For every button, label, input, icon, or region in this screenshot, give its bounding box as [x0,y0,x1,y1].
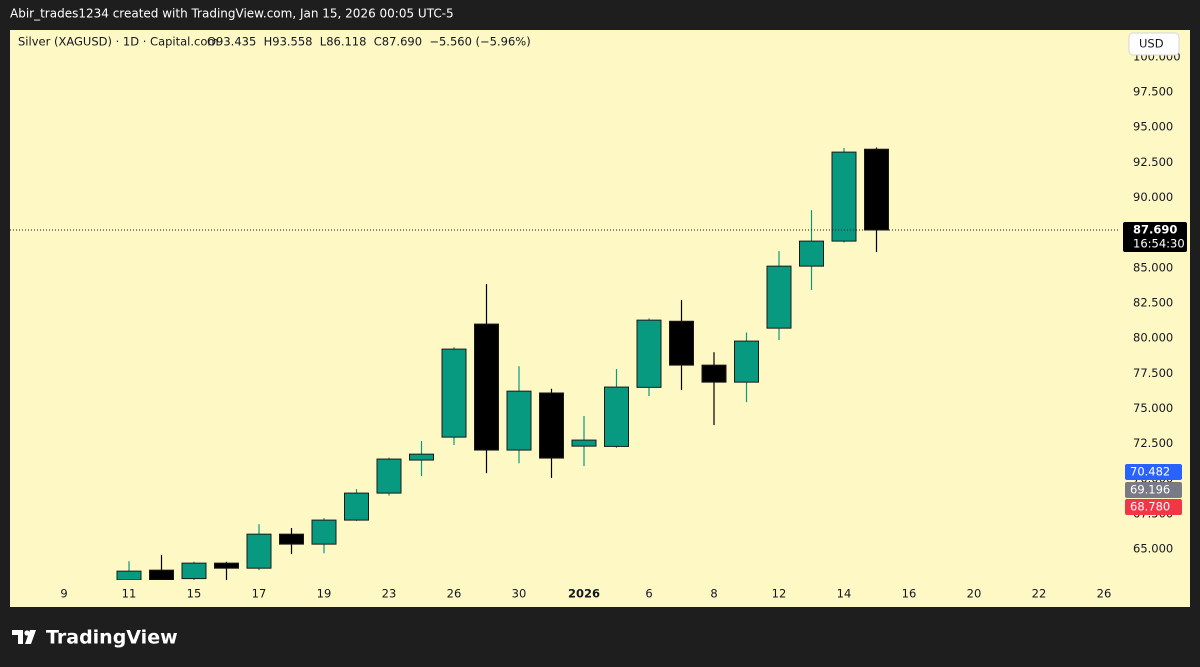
candle-body [701,364,727,383]
candle-body [116,570,142,580]
candle-body [636,319,662,388]
candle-body [831,151,857,242]
y-tick-label: 75.000 [1133,401,1173,415]
candle-body [474,323,499,451]
y-tick-label: 80.000 [1133,331,1173,345]
y-tick-label: 90.000 [1133,190,1173,204]
candle-body [246,533,272,569]
plot-area [116,147,889,580]
last-price-label: 87.690 [1133,223,1177,237]
y-tick-label: 92.500 [1133,155,1173,169]
countdown: 16:54:30 [1133,237,1185,251]
candle-body [214,562,239,569]
x-tick-label: 26 [1097,587,1112,601]
y-tick-label: 95.000 [1133,120,1173,134]
y-tick-label: 97.500 [1133,85,1173,99]
legend-symbol: Silver (XAGUSD) · 1D · Capital.com [18,35,219,49]
candle-body [766,265,792,329]
candle-body [506,390,532,451]
x-tick-label: 11 [122,587,137,601]
price-tag [1125,463,1182,480]
x-tick-label: 8 [710,587,717,601]
candle-body [799,240,824,267]
candle-body [571,439,597,447]
x-tick-label: 15 [187,587,202,601]
candle-body [149,569,174,580]
y-tick-label: 65.000 [1133,542,1173,556]
currency-button[interactable] [1128,32,1180,56]
last-price-tag [1123,222,1187,253]
legend-ohlc: O93.435 H93.558 L86.118 C87.690 −5.560 (… [207,35,531,49]
price-tag [1125,499,1182,516]
price-tag [1125,482,1182,499]
candle-body [181,562,207,580]
chart-panel [10,30,1190,607]
candle-body [311,519,337,545]
candle-body [539,392,564,459]
y-tick-label: 77.500 [1133,366,1173,380]
x-tick-label: 9 [60,587,67,601]
x-tick-label: 16 [902,587,917,601]
candle-body [734,340,759,383]
candle-body [669,320,694,366]
y-tick-label: 72.500 [1133,436,1173,450]
candle-body [409,453,434,461]
x-tick-label: 17 [252,587,267,601]
currency-label[interactable]: USD [1139,37,1164,51]
candle-body [376,458,402,494]
x-tick-label: 2026 [568,587,600,601]
x-tick-label: 30 [512,587,527,601]
candle-body [604,386,629,447]
x-tick-label: 19 [317,587,332,601]
candle-body [344,492,369,521]
x-tick-label: 22 [1032,587,1047,601]
price-tag-label: 69.196 [1130,483,1170,497]
candle-body [864,148,889,231]
attribution: Abir_trades1234 created with TradingView… [10,7,454,21]
y-tick-label: 82.500 [1133,295,1173,309]
y-tick-label: 85.000 [1133,260,1173,274]
x-tick-label: 26 [447,587,462,601]
candle-body [279,533,304,545]
x-tick-label: 23 [382,587,397,601]
x-tick-label: 6 [645,587,652,601]
x-tick-label: 20 [967,587,982,601]
brand-logo [12,630,36,644]
candle-body [441,348,467,438]
x-tick-label: 14 [837,587,852,601]
price-tag-label: 70.482 [1130,464,1170,478]
x-tick-label: 12 [772,587,787,601]
brand: TradingView [46,627,178,649]
price-tag-label: 68.780 [1130,500,1170,514]
